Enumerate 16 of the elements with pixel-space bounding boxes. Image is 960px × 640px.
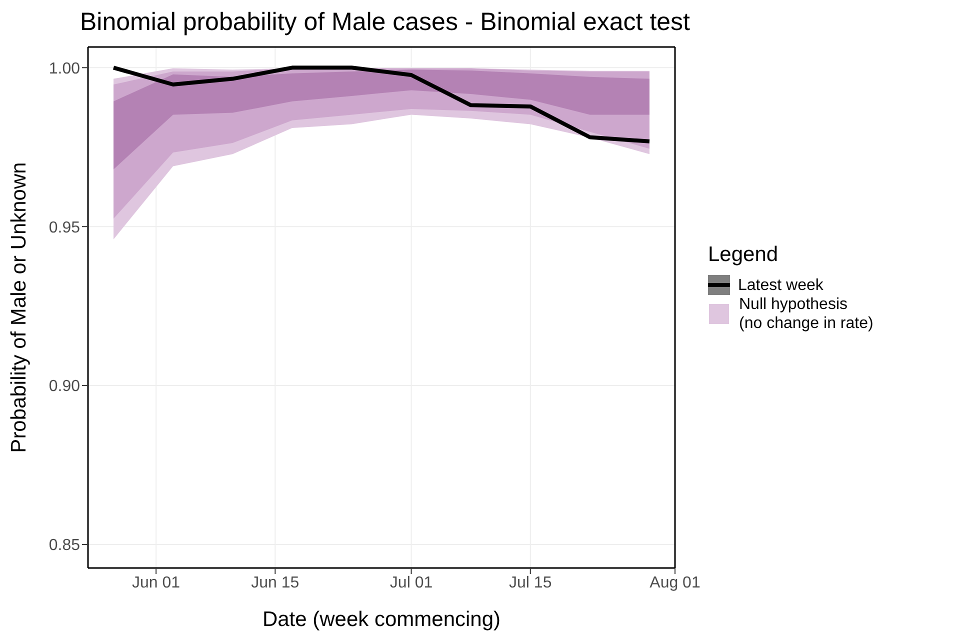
x-tick-label: Jul 01 [390, 574, 433, 592]
legend-label: Latest week [738, 276, 824, 294]
x-tick-label: Aug 01 [650, 574, 700, 592]
legend-label: Null hypothesis (no change in rate) [739, 295, 874, 333]
legend-title: Legend [708, 243, 780, 267]
x-tick-label: Jul 15 [509, 574, 552, 592]
x-tick-label: Jun 15 [251, 574, 300, 592]
chart-title: Binomial probability of Male cases - Binomial exact test [80, 8, 690, 37]
y-tick-label: 0.85 [48, 537, 80, 554]
x-tick-label: Jun 01 [132, 574, 180, 592]
y-tick-label: 0.90 [48, 378, 80, 396]
line-series [112, 66, 652, 144]
x-axis-title: Date (week commencing) [262, 608, 501, 631]
y-tick-label: 0.95 [48, 219, 80, 236]
y-tick-label: 1.00 [48, 60, 80, 78]
y-axis-title: Probability of Male or Unknown [7, 162, 30, 453]
